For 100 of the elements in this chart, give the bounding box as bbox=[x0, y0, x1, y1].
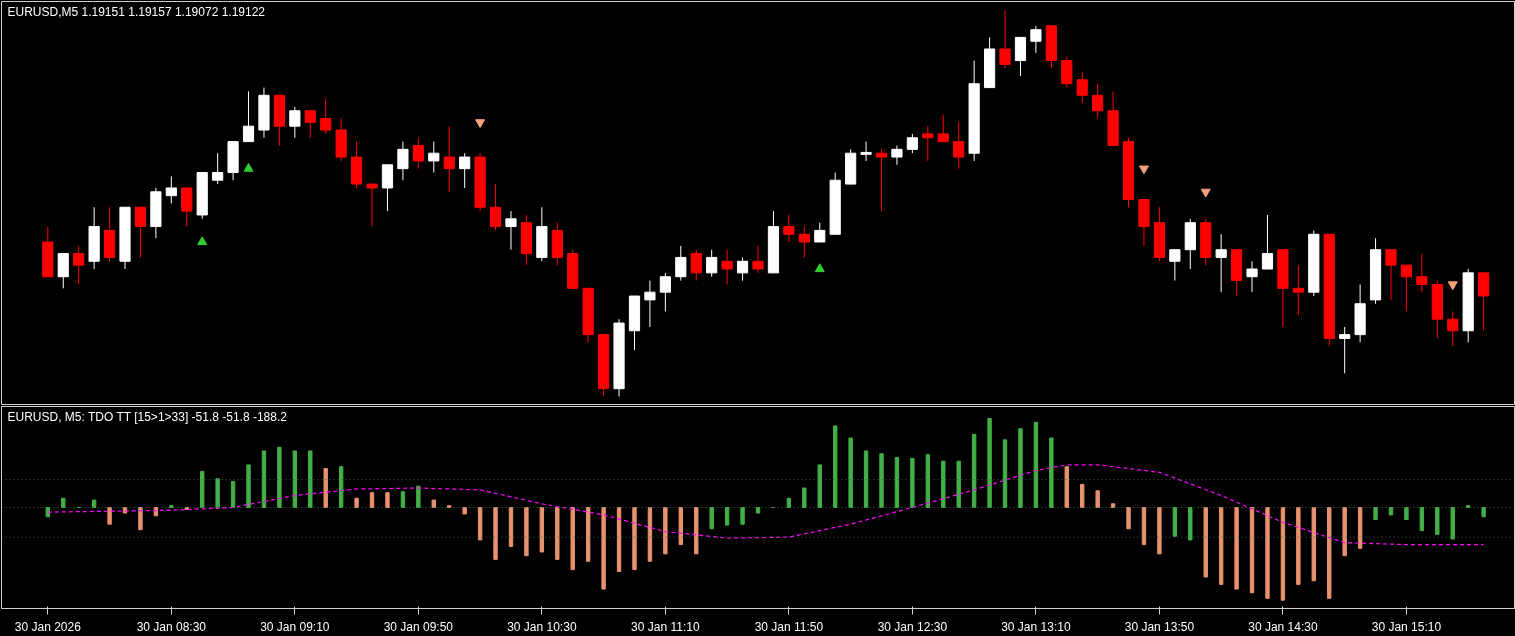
point bbox=[1138, 165, 1149, 175]
candlestick bbox=[181, 187, 193, 228]
bar bbox=[308, 450, 313, 508]
bar bbox=[1404, 507, 1409, 521]
candlestick bbox=[721, 249, 733, 285]
candlestick bbox=[659, 272, 671, 312]
point bbox=[1200, 188, 1211, 198]
candlestick bbox=[459, 152, 471, 189]
candlestick bbox=[644, 280, 656, 328]
x-tick-label: 30 Jan 11:50 bbox=[754, 619, 824, 634]
bar bbox=[1357, 507, 1363, 549]
candlestick bbox=[443, 125, 455, 193]
x-tick-label: 30 Jan 2026 bbox=[14, 619, 82, 634]
candlestick bbox=[304, 110, 316, 139]
bar bbox=[1203, 507, 1208, 578]
bar bbox=[1018, 428, 1023, 508]
candlestick bbox=[1416, 253, 1428, 293]
candlestick bbox=[783, 214, 795, 243]
bar bbox=[663, 507, 668, 555]
bar bbox=[261, 450, 267, 508]
candlestick bbox=[165, 175, 177, 204]
candlestick bbox=[1030, 25, 1042, 54]
bar bbox=[1218, 507, 1224, 585]
bar bbox=[477, 507, 483, 541]
bar bbox=[694, 507, 699, 555]
candlestick bbox=[381, 164, 394, 212]
candlestick bbox=[212, 152, 224, 185]
bar bbox=[462, 507, 467, 515]
candlestick bbox=[412, 137, 424, 170]
bar bbox=[755, 507, 761, 514]
bar bbox=[894, 456, 900, 508]
bar bbox=[1110, 503, 1116, 508]
candlestick bbox=[953, 121, 965, 170]
candlestick bbox=[1385, 249, 1397, 301]
candlestick bbox=[366, 183, 378, 228]
candlestick bbox=[428, 141, 440, 173]
candlestick bbox=[906, 133, 918, 154]
bar bbox=[1064, 466, 1069, 508]
bar bbox=[555, 507, 560, 560]
bar bbox=[1296, 507, 1301, 585]
bar bbox=[678, 507, 683, 546]
candlestick bbox=[1092, 83, 1104, 119]
candlestick bbox=[937, 114, 949, 143]
x-tick-label: 30 Jan 14:30 bbox=[1248, 619, 1318, 634]
x-tick-label: 30 Jan 10:30 bbox=[507, 619, 577, 634]
candlestick bbox=[1292, 264, 1304, 316]
bar bbox=[431, 499, 436, 508]
candlestick bbox=[1014, 36, 1027, 77]
candlestick bbox=[73, 245, 85, 285]
bar bbox=[91, 499, 97, 508]
candlestick bbox=[798, 226, 810, 258]
bar bbox=[369, 492, 375, 508]
bar bbox=[863, 450, 869, 508]
candlestick bbox=[489, 183, 502, 231]
x-tick-label: 30 Jan 13:10 bbox=[1001, 619, 1071, 634]
bar bbox=[817, 464, 822, 508]
bar bbox=[61, 497, 66, 508]
bar bbox=[1481, 507, 1486, 518]
bar bbox=[200, 470, 205, 508]
candlestick bbox=[690, 249, 702, 282]
x-tick-label: 30 Jan 12:30 bbox=[877, 619, 948, 634]
candlestick bbox=[814, 222, 826, 243]
bar bbox=[941, 460, 946, 508]
bar bbox=[400, 491, 406, 508]
candlestick bbox=[1061, 56, 1073, 89]
bar bbox=[1095, 490, 1100, 508]
bar bbox=[1126, 507, 1131, 530]
bar bbox=[1265, 507, 1270, 599]
bar bbox=[910, 457, 915, 508]
bar bbox=[1342, 507, 1347, 557]
candlestick bbox=[999, 9, 1011, 69]
candlestick bbox=[860, 141, 872, 162]
bar bbox=[1002, 439, 1008, 508]
candlestick bbox=[736, 256, 749, 282]
bar bbox=[539, 507, 545, 553]
bar bbox=[1388, 507, 1394, 516]
bar bbox=[1141, 507, 1147, 546]
candlestick bbox=[1076, 71, 1088, 104]
x-tick-label: 30 Jan 09:10 bbox=[260, 619, 330, 634]
bar bbox=[833, 425, 838, 508]
candlestick bbox=[1400, 264, 1413, 312]
candlestick bbox=[922, 125, 934, 162]
candlestick bbox=[1169, 249, 1181, 282]
bar bbox=[277, 446, 282, 508]
candlestick bbox=[1447, 310, 1459, 347]
candlestick bbox=[706, 249, 718, 278]
x-tick-label: 30 Jan 09:50 bbox=[383, 619, 454, 634]
bar bbox=[724, 507, 730, 526]
candlestick bbox=[397, 141, 409, 181]
bar bbox=[1280, 507, 1286, 601]
bar bbox=[740, 507, 745, 525]
bar bbox=[1172, 507, 1178, 537]
bar bbox=[292, 450, 298, 508]
candlestick bbox=[875, 148, 888, 212]
bar bbox=[848, 437, 853, 508]
point bbox=[475, 119, 486, 129]
bar bbox=[1373, 507, 1378, 521]
bar bbox=[1049, 437, 1054, 508]
bar bbox=[338, 466, 344, 508]
bar bbox=[508, 507, 514, 547]
